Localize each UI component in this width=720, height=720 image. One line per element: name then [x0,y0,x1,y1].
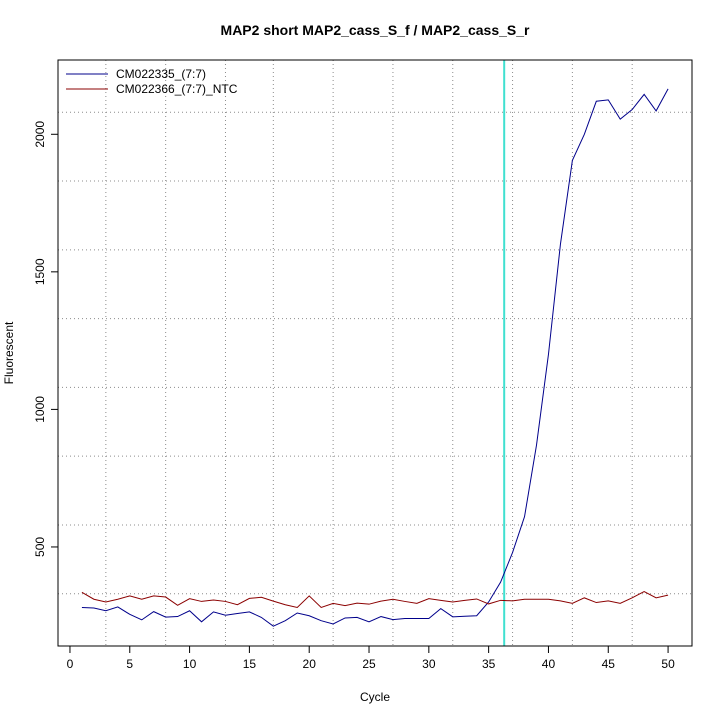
legend-label-1: CM022366_(7:7)_NTC [116,82,238,96]
x-tick-label-3: 15 [243,657,257,671]
grid [58,60,692,646]
x-axis: 0 5 10 15 20 25 30 35 40 45 50 [67,645,675,671]
x-tick-label-0: 0 [67,657,74,671]
x-tick-label-10: 50 [661,657,675,671]
series-layer [81,88,669,627]
legend: CM022335_(7:7)CM022366_(7:7)_NTC [66,67,238,96]
y-axis-label: Fluorescent [2,321,16,384]
series-line-1 [81,590,669,609]
y-tick-label-2: 1500 [33,258,47,285]
y-tick-label-1: 1000 [33,396,47,423]
y-tick-label-0: 500 [33,537,47,557]
series-line-0 [81,88,669,627]
y-axis: 500 1000 1500 2000 [33,121,59,557]
x-axis-label: Cycle [360,690,390,704]
x-tick-label-2: 10 [183,657,197,671]
x-tick-label-8: 40 [542,657,556,671]
chart-title: MAP2 short MAP2_cass_S_f / MAP2_cass_S_r [221,22,530,38]
x-tick-label-5: 25 [362,657,376,671]
legend-label-0: CM022335_(7:7) [116,67,206,81]
x-tick-label-7: 35 [482,657,496,671]
x-tick-label-4: 20 [303,657,317,671]
x-tick-label-6: 30 [422,657,436,671]
y-tick-label-3: 2000 [33,121,47,148]
x-tick-label-1: 5 [126,657,133,671]
x-tick-label-9: 45 [602,657,616,671]
